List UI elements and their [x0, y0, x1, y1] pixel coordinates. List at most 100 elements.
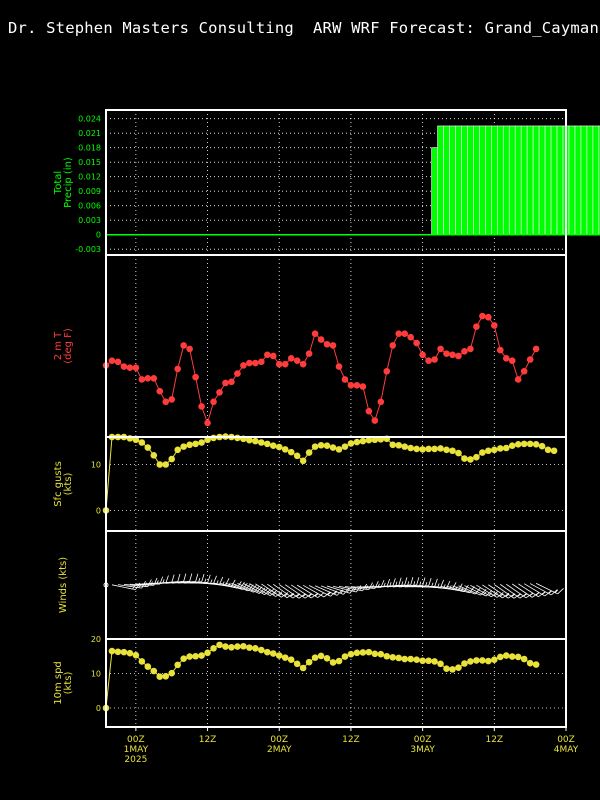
precip-bar: [437, 125, 444, 235]
speed-point: [383, 652, 391, 660]
temp-point: [508, 357, 516, 364]
temp-point: [365, 407, 373, 415]
temp-point: [240, 362, 247, 369]
temp-point: [132, 364, 140, 372]
wind-barb: [249, 583, 277, 597]
precip-bar: [485, 125, 492, 235]
speed-point: [168, 669, 176, 677]
temp-point: [496, 346, 504, 354]
speed-point: [443, 665, 450, 672]
temp-point: [305, 350, 313, 357]
temp-point: [479, 312, 486, 320]
x-tick-date: 4MAY: [554, 745, 579, 755]
speed-point: [508, 653, 516, 660]
x-tick-label: 12Z: [485, 735, 503, 745]
precip-bar: [544, 125, 552, 235]
speed-point: [204, 649, 211, 657]
gusts-point: [174, 446, 181, 454]
x-tick-label: 00Z: [557, 735, 575, 745]
wind-barb: [177, 574, 205, 584]
precip-bar: [431, 147, 438, 235]
speed-point: [532, 661, 540, 668]
gusts-point: [401, 443, 409, 450]
speed-point: [269, 650, 277, 657]
speed-point: [108, 647, 116, 655]
y-tick-label: 10: [91, 670, 101, 679]
y-tick-label: 0: [96, 704, 101, 713]
precip-bar: [479, 125, 486, 235]
speed-point: [347, 650, 355, 658]
precip-bar: [443, 125, 450, 235]
temp-point: [275, 360, 283, 368]
panel-frame: [105, 530, 567, 640]
temp-point: [485, 313, 492, 321]
gusts-point: [496, 445, 504, 452]
precip-bar: [526, 125, 534, 235]
speed-point: [323, 655, 331, 662]
gusts-point: [443, 446, 450, 454]
temp-point: [431, 356, 438, 363]
wind-barb: [159, 573, 187, 584]
temp-point: [425, 357, 432, 364]
temp-point: [246, 359, 253, 367]
wind-barb: [470, 585, 498, 598]
temp-point: [192, 373, 199, 381]
gusts-point: [437, 445, 444, 452]
y-axis-label: (kts): [63, 473, 74, 496]
speed-point: [419, 657, 426, 665]
precip-bar: [491, 125, 498, 235]
x-tick-date: 3MAY: [410, 745, 435, 755]
wind-barb: [476, 584, 504, 598]
temp-point: [455, 352, 462, 360]
speed-point: [371, 650, 379, 658]
gusts-point: [467, 456, 474, 463]
precip-bar: [586, 125, 594, 235]
speed-point: [114, 648, 122, 656]
gusts-point: [162, 461, 170, 468]
y-tick-label: 0.018: [78, 144, 101, 153]
speed-point: [150, 667, 158, 675]
x-tick-year: 2025: [124, 755, 147, 765]
speed-point: [281, 654, 289, 661]
gusts-point: [449, 447, 456, 455]
temp-point: [526, 356, 534, 363]
temp-point: [437, 345, 444, 353]
y-tick-label: 0.015: [78, 158, 101, 167]
temp-point: [144, 374, 152, 382]
precip-bar: [467, 125, 474, 235]
gusts-point: [455, 449, 462, 457]
temp-point: [323, 340, 331, 348]
x-tick-label: 12Z: [342, 735, 360, 745]
speed-point: [491, 656, 498, 664]
precip-bar: [538, 125, 546, 235]
speed-point: [132, 651, 140, 659]
temp-point: [395, 330, 403, 337]
speed-point: [144, 663, 152, 670]
speed-point: [240, 642, 247, 650]
gusts-point: [508, 442, 516, 450]
temp-point: [293, 357, 301, 364]
temp-point: [252, 359, 259, 367]
x-tick-date: 2MAY: [267, 745, 292, 755]
speed-point: [156, 673, 164, 680]
precip-bar: [568, 125, 576, 235]
temp-point: [222, 379, 229, 387]
gusts-point: [526, 440, 534, 448]
speed-point: [353, 649, 361, 657]
speed-point: [228, 643, 235, 651]
gusts-point: [538, 442, 546, 450]
precip-bar: [532, 125, 540, 235]
temp-point: [514, 376, 522, 383]
gusts-point: [473, 453, 480, 461]
temp-point: [407, 333, 414, 341]
gusts-point: [293, 452, 301, 460]
wind-barb: [392, 577, 420, 588]
gusts-point: [252, 437, 259, 445]
speed-point: [198, 652, 205, 659]
temp-point: [210, 398, 217, 406]
speed-point: [359, 649, 367, 656]
temp-point: [371, 417, 379, 424]
speed-point: [407, 655, 414, 663]
speed-point: [317, 652, 325, 660]
